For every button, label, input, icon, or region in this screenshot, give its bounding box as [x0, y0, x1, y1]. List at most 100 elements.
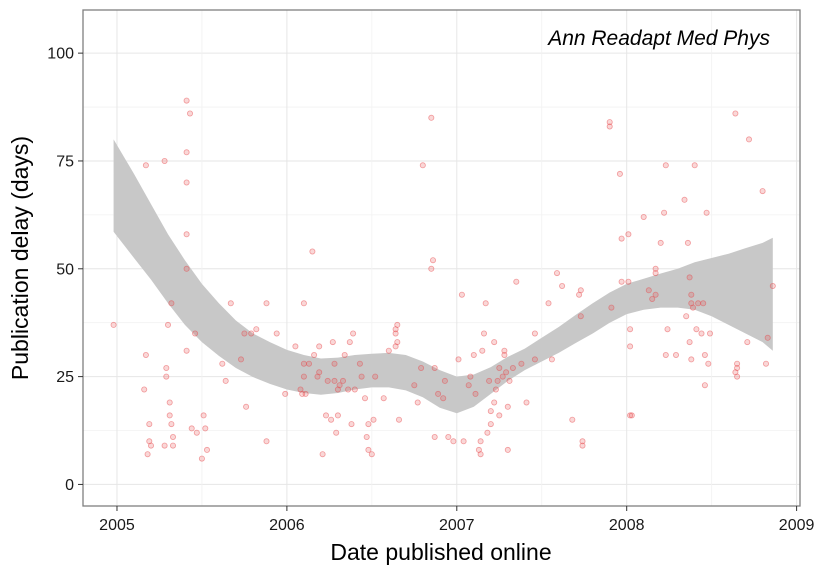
data-point — [164, 321, 171, 328]
y-axis-label: Publication delay (days) — [7, 136, 33, 380]
data-point — [169, 442, 176, 449]
data-point — [363, 433, 370, 440]
data-point — [700, 300, 707, 307]
data-point — [161, 157, 168, 164]
data-point — [684, 239, 691, 246]
data-point — [163, 364, 170, 371]
data-point — [688, 291, 695, 298]
data-point — [339, 377, 346, 384]
data-point — [472, 390, 479, 397]
data-point — [311, 351, 318, 358]
data-point — [458, 291, 465, 298]
data-point — [657, 239, 664, 246]
data-point — [292, 343, 299, 350]
data-point — [186, 110, 193, 117]
data-point — [548, 356, 555, 363]
data-point — [487, 408, 494, 415]
data-point — [681, 196, 688, 203]
data-point — [545, 300, 552, 307]
data-point — [683, 313, 690, 320]
data-point — [479, 347, 486, 354]
data-point — [501, 347, 508, 354]
data-point — [183, 347, 190, 354]
data-point — [431, 433, 438, 440]
y-tick-label: 0 — [65, 477, 74, 494]
data-point — [618, 278, 625, 285]
data-point — [394, 321, 401, 328]
data-point — [496, 412, 503, 419]
data-point — [392, 330, 399, 337]
data-point — [486, 377, 493, 384]
data-point — [606, 123, 613, 130]
data-point — [248, 330, 255, 337]
data-point — [428, 265, 435, 272]
data-point — [395, 416, 402, 423]
data-point — [324, 377, 331, 384]
data-point — [494, 377, 501, 384]
data-point — [698, 330, 705, 337]
data-point — [577, 287, 584, 294]
data-point — [579, 442, 586, 449]
data-point — [358, 373, 365, 380]
data-point — [414, 399, 421, 406]
chart-title: Ann Readapt Med Phys — [546, 27, 770, 50]
data-point — [273, 330, 280, 337]
data-point — [467, 373, 474, 380]
data-point — [734, 373, 741, 380]
data-point — [418, 364, 425, 371]
data-point — [300, 373, 307, 380]
data-point — [759, 188, 766, 195]
data-point — [169, 433, 176, 440]
data-point — [688, 356, 695, 363]
data-point — [764, 334, 771, 341]
plot-border — [82, 9, 801, 507]
data-point — [627, 343, 634, 350]
data-point — [300, 300, 307, 307]
data-point — [356, 360, 363, 367]
data-point — [203, 446, 210, 453]
data-point — [331, 360, 338, 367]
data-point — [163, 373, 170, 380]
y-tick-label: 75 — [56, 153, 74, 170]
data-point — [661, 209, 668, 216]
data-point — [300, 360, 307, 367]
data-point — [487, 421, 494, 428]
x-axis-label: Date published online — [330, 539, 551, 565]
data-point — [608, 304, 615, 311]
data-point — [531, 330, 538, 337]
data-point — [193, 429, 200, 436]
data-point — [652, 270, 659, 277]
data-point — [732, 110, 739, 117]
data-point — [673, 351, 680, 358]
data-point — [746, 136, 753, 143]
data-point — [192, 330, 199, 337]
data-point — [263, 438, 270, 445]
data-point — [618, 235, 625, 242]
data-point — [734, 360, 741, 367]
data-point — [336, 382, 343, 389]
data-point — [627, 412, 634, 419]
data-point — [477, 451, 484, 458]
data-point — [649, 295, 656, 302]
data-point — [147, 442, 154, 449]
data-point — [523, 399, 530, 406]
data-point — [241, 330, 248, 337]
data-point — [645, 287, 652, 294]
data-point — [341, 351, 348, 358]
plot-background — [83, 10, 800, 506]
data-point — [144, 451, 151, 458]
data-point — [499, 373, 506, 380]
data-point — [616, 170, 623, 177]
data-point — [141, 386, 148, 393]
grid-lines — [83, 10, 800, 506]
data-point — [183, 231, 190, 238]
data-point — [166, 399, 173, 406]
data-point — [227, 300, 234, 307]
data-point — [282, 390, 289, 397]
data-point — [503, 369, 510, 376]
data-point — [328, 416, 335, 423]
data-points — [110, 97, 776, 462]
data-point — [435, 390, 442, 397]
data-point — [263, 300, 270, 307]
data-point — [183, 179, 190, 186]
